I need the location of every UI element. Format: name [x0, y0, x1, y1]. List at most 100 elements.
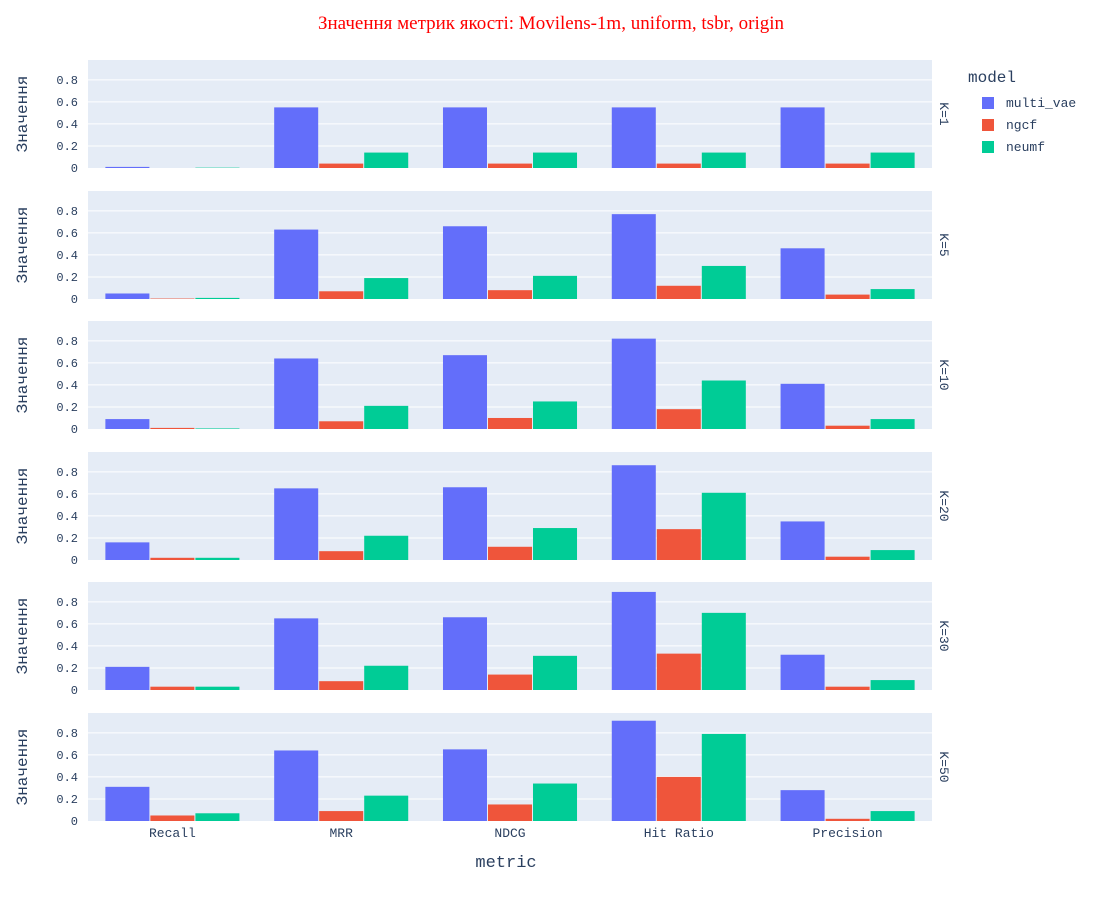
- y-tick-label: 0.6: [56, 749, 78, 763]
- bar-multi_vae-recall: [105, 542, 150, 560]
- bar-multi_vae-precision: [780, 383, 825, 429]
- bar-neumf-recall: [195, 557, 240, 560]
- y-axis-title: Значення: [14, 337, 32, 414]
- y-axis-title: Значення: [14, 76, 32, 153]
- y-tick-label: 0.8: [56, 596, 78, 610]
- bar-neumf-mrr: [364, 278, 409, 299]
- y-tick-label: 0.2: [56, 532, 78, 546]
- bar-neumf-hit-ratio: [701, 265, 746, 299]
- bar-neumf-mrr: [364, 795, 409, 821]
- bar-ngcf-precision: [825, 556, 870, 560]
- facet-panels: 0 0.2 0.4 0.6 0.8 Значення K=1 0 0.2 0.4 0.6 0.8 Зна…: [14, 60, 951, 829]
- x-axis-title: metric: [475, 854, 536, 873]
- bar-neumf-ndcg: [533, 275, 578, 299]
- bar-ngcf-ndcg: [487, 674, 533, 690]
- x-tick-label: Precision: [812, 826, 882, 841]
- y-tick-label: 0.4: [56, 771, 78, 785]
- bar-multi_vae-hit-ratio: [611, 338, 656, 429]
- bar-multi_vae-hit-ratio: [611, 465, 656, 560]
- y-tick-label: 0.8: [56, 205, 78, 219]
- facet-label: K=5: [936, 233, 951, 256]
- legend-label-ngcf: ngcf: [1006, 118, 1037, 133]
- bar-ngcf-hit-ratio: [656, 776, 701, 821]
- legend-label-multi_vae: multi_vae: [1006, 96, 1076, 111]
- bar-neumf-recall: [195, 813, 240, 821]
- legend-swatch-ngcf: [982, 119, 994, 131]
- bar-ngcf-ndcg: [487, 163, 533, 168]
- bar-ngcf-recall: [150, 815, 195, 821]
- y-tick-label: 0: [71, 293, 78, 307]
- x-tick-label: Hit Ratio: [644, 826, 714, 841]
- bar-multi_vae-ndcg: [442, 617, 487, 690]
- facet-label: K=1: [936, 102, 951, 126]
- bar-ngcf-precision: [825, 686, 870, 690]
- bar-neumf-ndcg: [533, 528, 578, 560]
- bar-neumf-ndcg: [533, 783, 578, 821]
- y-axis-title: Значення: [14, 598, 32, 675]
- y-tick-label: 0.2: [56, 140, 78, 154]
- bar-multi_vae-mrr: [274, 488, 319, 560]
- bar-neumf-mrr: [364, 665, 409, 690]
- bar-multi_vae-ndcg: [442, 355, 487, 429]
- bar-neumf-precision: [870, 680, 915, 690]
- bar-ngcf-hit-ratio: [656, 529, 701, 560]
- bar-neumf-precision: [870, 289, 915, 299]
- bar-multi_vae-recall: [105, 786, 150, 821]
- y-tick-label: 0.2: [56, 662, 78, 676]
- bar-neumf-hit-ratio: [701, 152, 746, 168]
- bar-ngcf-recall: [150, 557, 195, 560]
- facet-label: K=20: [936, 490, 951, 521]
- bar-neumf-mrr: [364, 405, 409, 429]
- bar-ngcf-precision: [825, 425, 870, 429]
- bar-neumf-recall: [195, 428, 240, 429]
- bar-neumf-precision: [870, 419, 915, 429]
- y-tick-label: 0.2: [56, 793, 78, 807]
- bar-multi_vae-hit-ratio: [611, 214, 656, 299]
- y-axis-title: Значення: [14, 207, 32, 284]
- facet-label: K=30: [936, 620, 951, 651]
- bar-neumf-hit-ratio: [701, 733, 746, 821]
- bar-neumf-hit-ratio: [701, 612, 746, 690]
- bar-ngcf-hit-ratio: [656, 409, 701, 429]
- x-tick-label: Recall: [149, 826, 196, 841]
- bar-ngcf-ndcg: [487, 290, 533, 299]
- bar-multi_vae-mrr: [274, 107, 319, 168]
- facet-label: K=50: [936, 751, 951, 782]
- facet-panel-k50: 0 0.2 0.4 0.6 0.8 Значення K=50: [14, 713, 951, 829]
- bar-neumf-precision: [870, 811, 915, 821]
- bar-multi_vae-precision: [780, 790, 825, 821]
- bar-neumf-recall: [195, 686, 240, 690]
- facet-panel-k1: 0 0.2 0.4 0.6 0.8 Значення K=1: [14, 60, 951, 176]
- bar-ngcf-recall: [150, 686, 195, 690]
- y-tick-label: 0.4: [56, 510, 78, 524]
- y-tick-label: 0.8: [56, 74, 78, 88]
- y-tick-label: 0.8: [56, 335, 78, 349]
- bar-neumf-precision: [870, 550, 915, 560]
- facet-panel-k30: 0 0.2 0.4 0.6 0.8 Значення K=30: [14, 582, 951, 698]
- y-tick-label: 0: [71, 554, 78, 568]
- bar-ngcf-mrr: [319, 811, 364, 821]
- legend-swatch-neumf: [982, 141, 994, 153]
- y-tick-label: 0.2: [56, 401, 78, 415]
- y-tick-label: 0.4: [56, 118, 78, 132]
- bar-ngcf-mrr: [319, 291, 364, 299]
- y-axis-title: Значення: [14, 729, 32, 806]
- bar-ngcf-precision: [825, 294, 870, 299]
- bar-ngcf-recall: [150, 427, 195, 429]
- bar-multi_vae-precision: [780, 248, 825, 299]
- bar-multi_vae-hit-ratio: [611, 720, 656, 821]
- bar-neumf-mrr: [364, 535, 409, 560]
- bar-multi_vae-recall: [105, 293, 150, 299]
- bar-multi_vae-hit-ratio: [611, 591, 656, 690]
- x-tick-label: NDCG: [494, 826, 525, 841]
- y-tick-label: 0: [71, 815, 78, 829]
- bar-ngcf-precision: [825, 818, 870, 821]
- bar-ngcf-ndcg: [487, 417, 533, 429]
- bar-ngcf-hit-ratio: [656, 285, 701, 299]
- y-tick-label: 0.4: [56, 379, 78, 393]
- bar-neumf-recall: [195, 297, 240, 299]
- bar-ngcf-ndcg: [487, 546, 533, 560]
- bar-neumf-ndcg: [533, 401, 578, 429]
- y-tick-label: 0.6: [56, 488, 78, 502]
